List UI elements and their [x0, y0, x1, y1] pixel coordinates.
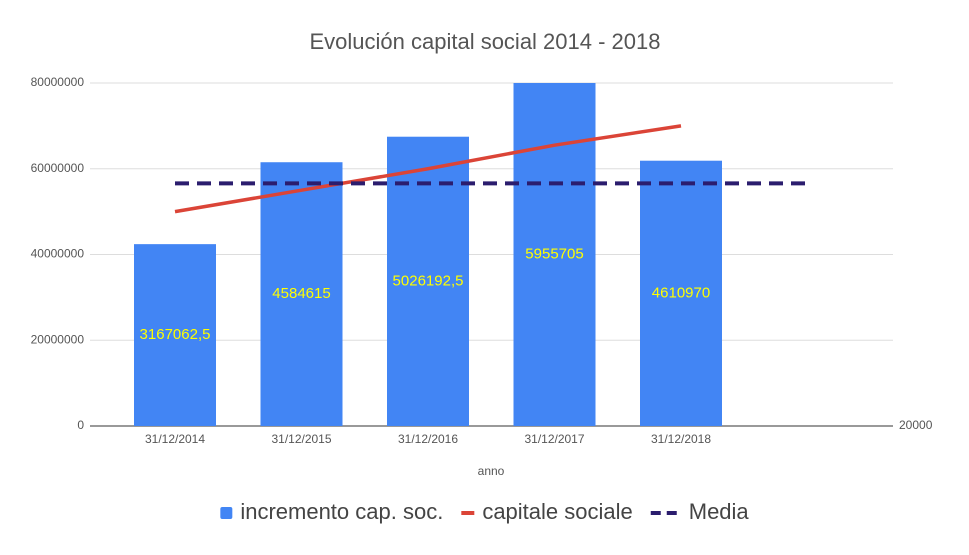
y-tick-label: 60000000	[31, 161, 85, 175]
legend-label: Media	[689, 499, 750, 524]
y-tick-label: 80000000	[31, 75, 85, 89]
x-tick-label: 31/12/2015	[271, 432, 331, 446]
y-tick-label: 40000000	[31, 247, 85, 261]
legend-label: incremento cap. soc.	[240, 499, 443, 524]
x-tick-label: 31/12/2018	[651, 432, 711, 446]
bar	[640, 160, 722, 426]
data-label: 5026192,5	[393, 272, 464, 289]
y2-tick-label: 20000	[899, 418, 933, 432]
line	[174, 124, 682, 214]
y-tick-label: 20000000	[31, 332, 85, 346]
x-tick-label: 31/12/2016	[398, 432, 458, 446]
chart-title: Evolución capital social 2014 - 2018	[309, 29, 660, 54]
bar	[134, 244, 216, 426]
data-label: 3167062,5	[140, 326, 211, 343]
x-tick-label: 31/12/2017	[524, 432, 584, 446]
bar	[260, 162, 343, 426]
data-label: 4610970	[652, 284, 710, 301]
data-label: 5955705	[525, 245, 583, 262]
y-tick-label: 0	[77, 418, 84, 432]
data-label: 4584615	[272, 285, 330, 302]
x-axis-label: anno	[478, 464, 505, 478]
legend-swatch	[220, 507, 233, 519]
x-tick-label: 31/12/2014	[145, 432, 205, 446]
legend-label: capitale sociale	[482, 499, 632, 524]
